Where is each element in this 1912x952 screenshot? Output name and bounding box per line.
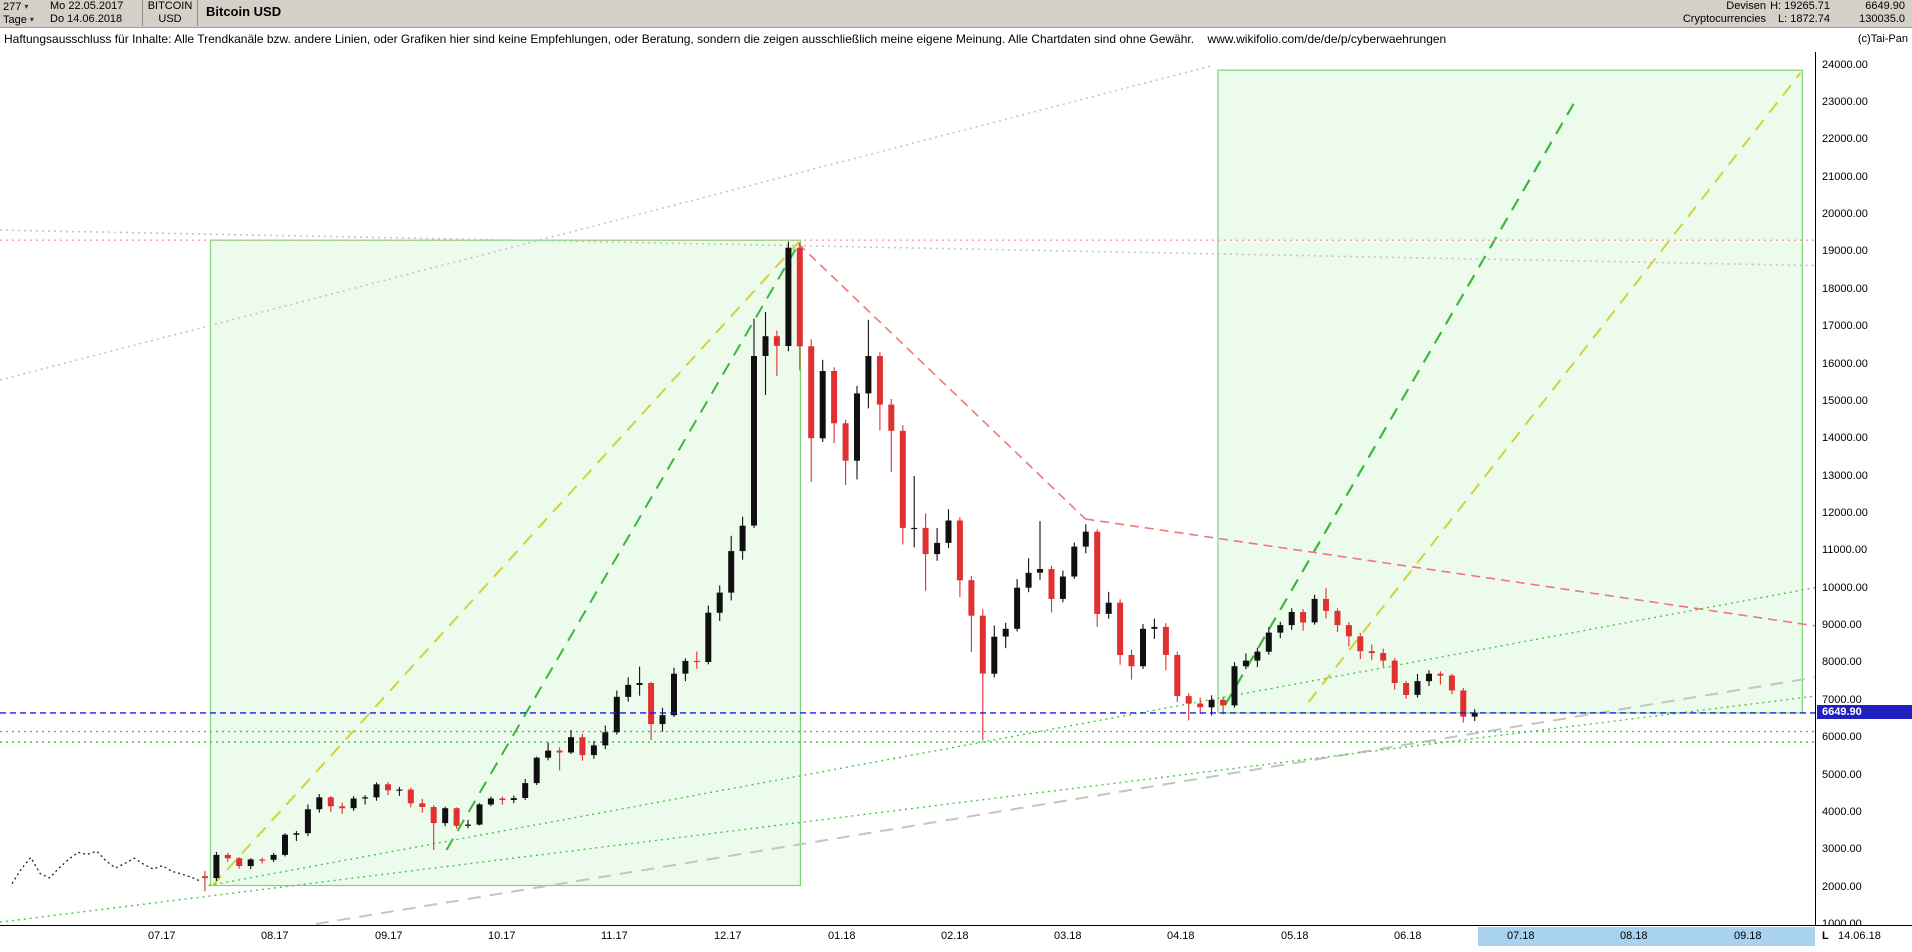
bars-count-select[interactable]: 277 ▾ [3, 0, 28, 14]
last-price-badge: 6649.90 [1817, 705, 1912, 719]
y-tick-label: 14000.00 [1822, 432, 1868, 444]
disclaimer-bar: Haftungsausschluss für Inhalte: Alle Tre… [0, 28, 1912, 52]
trend-line [0, 65, 1211, 381]
trend-line [0, 695, 1815, 923]
secondary-value: 130035.0 [1859, 13, 1905, 25]
date-from: Mo 22.05.2017 [50, 0, 124, 12]
y-tick-label: 5000.00 [1822, 769, 1862, 781]
trend-line [208, 587, 1815, 887]
y-tick-label: 17000.00 [1822, 320, 1868, 332]
y-tick-label: 12000.00 [1822, 507, 1868, 519]
symbol-box: BITCOIN USD [142, 0, 198, 26]
x-tick-label: 09.18 [1734, 930, 1762, 942]
last-bar-marker: L [1822, 930, 1829, 942]
low-value: L: 1872.74 [1778, 13, 1830, 25]
high-value: H: 19265.71 [1770, 0, 1830, 12]
x-axis: 07.17 08.17 09.17 10.17 11.17 12.17 01.18 02.18… [0, 925, 1912, 952]
y-tick-label: 8000.00 [1822, 656, 1862, 668]
pre-history-line [11, 850, 201, 884]
y-tick-label: 4000.00 [1822, 806, 1862, 818]
y-tick-label: 22000.00 [1822, 133, 1868, 145]
page-title: Bitcoin USD [206, 4, 282, 19]
x-tick-label: 08.17 [261, 930, 289, 942]
disclaimer-text: Haftungsausschluss für Inhalte: Alle Tre… [4, 32, 1195, 46]
y-tick-label: 16000.00 [1822, 358, 1868, 370]
top-bar: 277 ▾ Tage ▾ Mo 22.05.2017 Do 14.06.2018… [0, 0, 1912, 28]
last-price: 6649.90 [1865, 0, 1905, 12]
y-tick-label: 15000.00 [1822, 395, 1868, 407]
symbol-name: BITCOIN [147, 0, 193, 12]
y-tick-label: 23000.00 [1822, 96, 1868, 108]
x-tick-label: 03.18 [1054, 930, 1082, 942]
date-to: Do 14.06.2018 [50, 13, 123, 25]
market-name: Devisen [1726, 0, 1766, 12]
y-tick-label: 20000.00 [1822, 208, 1868, 220]
x-tick-label: 12.17 [714, 930, 742, 942]
x-tick-label: 08.18 [1620, 930, 1648, 942]
x-tick-label: 01.18 [828, 930, 856, 942]
y-tick-label: 24000.00 [1822, 59, 1868, 71]
y-tick-label: 18000.00 [1822, 283, 1868, 295]
future-period-highlight [1478, 927, 1815, 946]
y-tick-label: 10000.00 [1822, 582, 1868, 594]
trend-line [1307, 72, 1802, 703]
trend-line [0, 229, 1815, 267]
y-tick-label: 2000.00 [1822, 881, 1862, 893]
market-info: Devisen Cryptocurrencies [1683, 0, 1766, 26]
high-low-info: H: 19265.71 L: 1872.74 [1770, 0, 1830, 26]
periodicity-value: Tage [3, 14, 27, 26]
periodicity-select[interactable]: Tage ▾ [3, 13, 34, 27]
y-tick-label: 21000.00 [1822, 171, 1868, 183]
y-tick-label: 19000.00 [1822, 245, 1868, 257]
copyright-label: (c)Tai-Pan [1857, 33, 1908, 45]
symbol-currency: USD [158, 13, 182, 25]
disclaimer-link[interactable]: www.wikifolio.com/de/de/p/cyberwaehrunge… [1207, 32, 1447, 46]
y-tick-label: 6000.00 [1822, 731, 1862, 743]
x-tick-label: 06.18 [1394, 930, 1422, 942]
y-axis: 24000.00 23000.00 22000.00 21000.00 20000.00… [1815, 52, 1912, 930]
x-tick-label: 04.18 [1167, 930, 1195, 942]
trend-line [315, 676, 1815, 925]
y-tick-label: 3000.00 [1822, 843, 1862, 855]
x-tick-label: 07.17 [148, 930, 176, 942]
market-category: Cryptocurrencies [1682, 13, 1766, 25]
price-info: 6649.90 130035.0 [1859, 0, 1905, 26]
trend-line [798, 243, 1086, 520]
bars-count-value: 277 [3, 1, 22, 13]
y-tick-label: 13000.00 [1822, 470, 1868, 482]
price-chart[interactable] [0, 52, 1815, 925]
y-tick-label: 7000.00 [1822, 694, 1862, 706]
chevron-down-icon: ▾ [29, 15, 34, 24]
x-tick-label: 09.17 [375, 930, 403, 942]
last-date-label: 14.06.18 [1838, 930, 1881, 942]
trend-line [1085, 518, 1815, 627]
x-tick-label: 05.18 [1281, 930, 1309, 942]
y-tick-label: 9000.00 [1822, 619, 1862, 631]
trend-line [211, 239, 802, 887]
trend-line [1224, 103, 1575, 706]
chevron-down-icon: ▾ [24, 2, 29, 11]
trend-line [445, 243, 800, 851]
trend-channel-box [209, 239, 802, 887]
x-tick-label: 02.18 [941, 930, 969, 942]
x-tick-label: 10.17 [488, 930, 516, 942]
x-tick-label: 07.18 [1507, 930, 1535, 942]
x-tick-label: 11.17 [601, 930, 628, 942]
y-tick-label: 11000.00 [1822, 544, 1868, 556]
